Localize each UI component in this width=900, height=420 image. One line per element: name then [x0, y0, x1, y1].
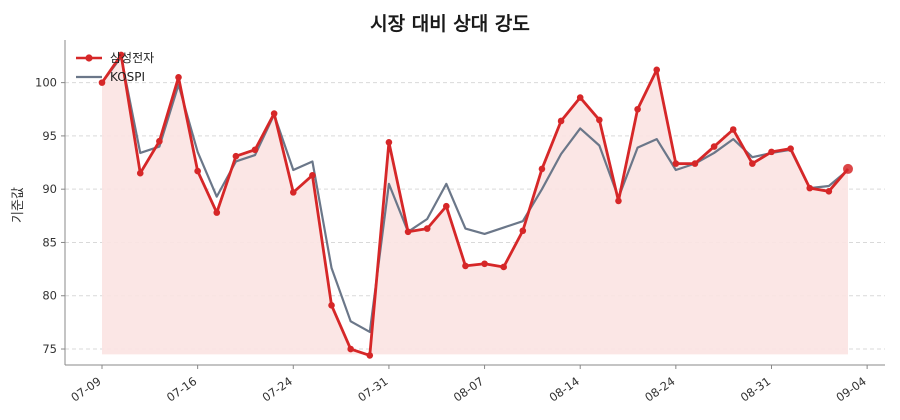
data-point-samsung: [843, 163, 853, 174]
data-point-samsung: [653, 66, 661, 74]
data-point-samsung: [500, 263, 507, 271]
area-fill-samsung: [102, 54, 848, 356]
data-point-samsung: [194, 167, 201, 175]
series-markers: [98, 51, 853, 359]
data-point-samsung: [768, 148, 775, 156]
data-point-samsung: [729, 126, 737, 133]
series-line-kospi: [101, 55, 849, 334]
data-point-samsung: [117, 51, 125, 59]
x-tick-label: 07-16: [164, 374, 199, 405]
data-point-samsung: [175, 73, 182, 81]
data-point-samsung: [385, 138, 393, 146]
y-tick-label: 85: [42, 235, 57, 249]
x-tick-label: 07-24: [260, 374, 295, 405]
x-tick-label: 07-09: [68, 374, 103, 405]
legend: 삼성전자 KOSPI: [76, 51, 154, 84]
data-point-samsung: [825, 188, 833, 195]
x-tick-label: 09-04: [833, 374, 868, 405]
series-lines: [100, 53, 850, 357]
y-tick-label: 95: [42, 129, 57, 143]
x-tick-label: 08-14: [547, 374, 582, 405]
y-tick-label: 80: [42, 289, 57, 303]
data-point-samsung: [615, 197, 622, 205]
legend-label-samsung: 삼성전자: [110, 51, 154, 65]
data-point-samsung: [270, 110, 278, 117]
y-tick-label: 75: [42, 342, 57, 356]
x-tick-labels: 07-09 07-16 07-24 07-31 08-07 08-14 08-24 08-31…: [68, 365, 869, 405]
data-point-samsung: [404, 228, 412, 236]
data-point-samsung: [309, 172, 316, 179]
data-point-samsung: [98, 79, 106, 86]
data-point-samsung: [481, 260, 488, 268]
data-point-samsung: [691, 160, 699, 167]
data-point-samsung: [347, 345, 354, 353]
data-point-samsung: [672, 160, 680, 167]
legend-label-kospi: KOSPI: [110, 70, 145, 84]
data-point-samsung: [289, 189, 297, 196]
legend-item-kospi: KOSPI: [76, 70, 145, 84]
data-point-samsung: [232, 152, 240, 160]
data-point-samsung: [749, 160, 756, 167]
area-fill-layer: [102, 54, 848, 356]
data-point-samsung: [538, 165, 546, 173]
data-point-samsung: [423, 225, 431, 232]
data-point-samsung: [366, 352, 374, 359]
series-line-samsung: [100, 53, 850, 357]
data-point-samsung: [787, 145, 794, 152]
data-point-samsung: [462, 262, 469, 270]
y-axis-label: 기준값: [11, 187, 26, 223]
x-tick-label: 08-24: [642, 374, 677, 405]
legend-marker-samsung: [85, 54, 93, 62]
data-point-samsung: [136, 169, 144, 177]
x-tick-label: 07-31: [355, 374, 390, 405]
data-point-samsung: [557, 117, 565, 125]
y-tick-label: 90: [42, 182, 57, 196]
data-point-samsung: [710, 143, 718, 150]
data-point-samsung: [634, 105, 641, 113]
data-point-samsung: [519, 227, 527, 235]
data-point-samsung: [156, 137, 163, 145]
data-point-samsung: [576, 94, 584, 101]
axes: [64, 40, 885, 366]
chart-title: 시장 대비 상대 강도: [370, 13, 530, 35]
data-point-samsung: [251, 146, 259, 154]
x-tick-label: 08-07: [451, 374, 486, 405]
data-point-samsung: [596, 116, 603, 124]
y-tick-label: 100: [35, 76, 57, 90]
data-point-samsung: [806, 184, 814, 192]
data-point-samsung: [213, 209, 221, 216]
legend-item-samsung: 삼성전자: [76, 51, 154, 65]
data-point-samsung: [328, 302, 335, 309]
y-tick-labels: 75 80 85 90 95 100: [35, 76, 65, 356]
x-tick-label: 08-31: [738, 374, 773, 405]
data-point-samsung: [443, 202, 450, 210]
